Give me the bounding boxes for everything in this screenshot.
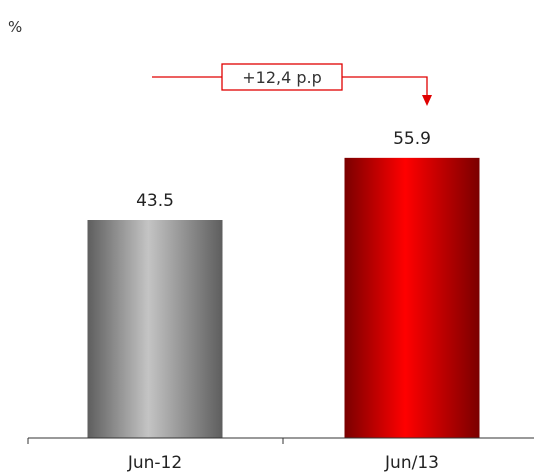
data-label: 55.9 [393, 129, 431, 149]
x-tick-label: Jun/13 [384, 453, 439, 473]
annotation-line-right [342, 76, 428, 96]
annotation-box [221, 63, 343, 91]
arrow-down-icon [422, 95, 432, 106]
unit-label: % [8, 18, 23, 36]
bar-1 [87, 220, 223, 438]
data-label: 43.5 [136, 191, 174, 211]
annotation-text: +12,4 p.p [242, 68, 322, 87]
bar-2 [344, 157, 480, 438]
x-tick-label: Jun-12 [127, 453, 182, 473]
